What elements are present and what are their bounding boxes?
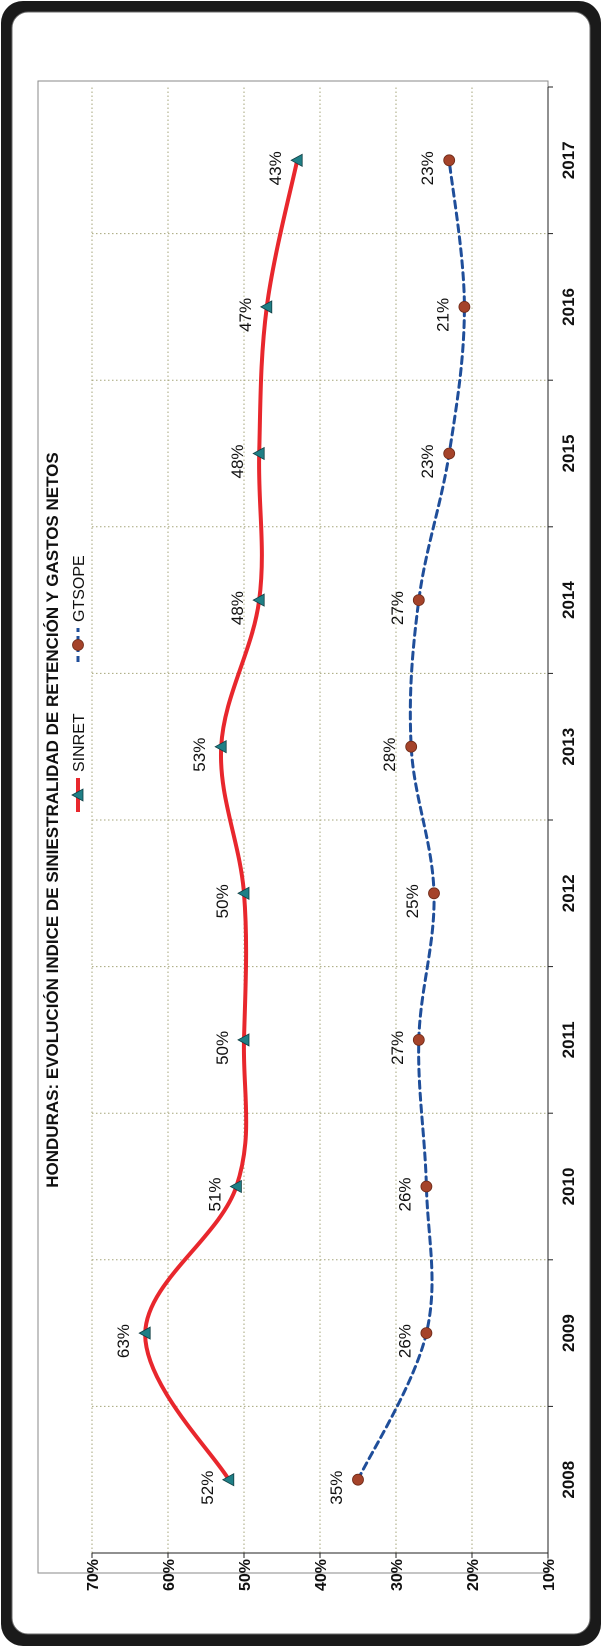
data-label: 50% xyxy=(213,884,232,918)
data-point-marker xyxy=(428,887,440,900)
data-label: 48% xyxy=(228,444,247,478)
series-group: 52% 63% 51% 50% 50% 53% 48% 48% 47% 43% 35% 26% 26% 2… xyxy=(114,151,471,1505)
data-label: 27% xyxy=(388,591,407,625)
data-point-marker xyxy=(229,1179,242,1194)
data-point-marker xyxy=(221,1473,235,1487)
data-label: 43% xyxy=(266,151,285,185)
category-tick-label: 2012 xyxy=(559,874,578,912)
data-label: 25% xyxy=(403,884,422,918)
data-point-marker xyxy=(252,446,265,461)
data-label: 47% xyxy=(236,298,255,332)
legend-swatch-marker xyxy=(71,788,84,802)
value-axis-ticks: 10% 20% 30% 40% 50% 60% 70% xyxy=(85,1553,558,1591)
data-point-marker xyxy=(412,594,425,606)
data-point-marker xyxy=(259,300,273,314)
category-tick-label: 2016 xyxy=(559,288,578,326)
category-tick-label: 2009 xyxy=(559,1314,578,1352)
value-tick-label: 30% xyxy=(389,1559,406,1591)
category-tick-label: 2014 xyxy=(559,581,578,619)
data-point-marker xyxy=(252,593,265,607)
data-point-marker xyxy=(412,1034,425,1046)
data-point-marker xyxy=(443,154,456,167)
value-tick-label: 50% xyxy=(237,1559,254,1591)
category-tick-label: 2015 xyxy=(559,435,578,473)
category-tick-label: 2010 xyxy=(559,1168,578,1206)
chart-panel xyxy=(11,11,591,1635)
value-tick-label: 60% xyxy=(161,1559,178,1591)
data-label: 52% xyxy=(198,1471,217,1505)
data-point-marker xyxy=(290,153,303,167)
rotated-plot-group: HONDURAS: EVOLUCIÓN INDICE DE SINIESTRAL… xyxy=(37,80,578,1591)
data-point-marker xyxy=(443,447,456,460)
chart-title: HONDURAS: EVOLUCIÓN INDICE DE SINIESTRAL… xyxy=(43,452,62,1188)
legend: SINRET GTSOPE xyxy=(71,555,88,812)
data-label: 26% xyxy=(395,1324,414,1358)
value-tick-label: 70% xyxy=(85,1559,102,1591)
data-point-marker xyxy=(214,740,227,754)
data-label: 26% xyxy=(395,1177,414,1211)
series-line xyxy=(143,158,300,1482)
category-tick-label: 2011 xyxy=(559,1021,578,1058)
data-point-marker xyxy=(405,740,418,753)
data-label: 53% xyxy=(190,738,209,772)
data-label: 48% xyxy=(228,591,247,625)
value-tick-label: 40% xyxy=(313,1559,330,1591)
category-tick-label: 2008 xyxy=(559,1461,578,1499)
data-label: 21% xyxy=(433,298,452,332)
series-line xyxy=(356,158,466,1482)
grid-horizontal xyxy=(91,87,473,1553)
category-axis-ticks: 2008 2009 2010 2011 2012 2013 2014 2015 2016 2017 xyxy=(548,86,578,1499)
legend-label: GTSOPE xyxy=(71,555,88,622)
data-point-marker xyxy=(138,1326,151,1340)
data-label: 28% xyxy=(380,738,399,772)
data-label: 35% xyxy=(327,1471,346,1505)
data-point-marker xyxy=(237,1033,250,1047)
data-label: 23% xyxy=(418,444,437,478)
data-label: 23% xyxy=(418,151,437,185)
series-gtsope: 35% 26% 26% 27% 25% 28% 27% 23% 21% 23% xyxy=(327,151,471,1505)
series-sinret: 52% 63% 51% 50% 50% 53% 48% 48% 47% 43% xyxy=(114,151,303,1505)
category-tick-label: 2017 xyxy=(559,141,578,179)
data-label: 51% xyxy=(205,1177,224,1211)
data-label: 27% xyxy=(388,1031,407,1065)
data-point-marker xyxy=(352,1473,364,1486)
data-point-marker xyxy=(458,301,471,313)
data-label: 63% xyxy=(114,1324,133,1358)
data-label: 50% xyxy=(213,1031,232,1065)
category-tick-label: 2013 xyxy=(559,728,578,766)
legend-label: SINRET xyxy=(71,713,88,772)
data-point-marker xyxy=(420,1180,433,1193)
legend-swatch-marker xyxy=(72,639,84,651)
value-tick-label: 20% xyxy=(465,1559,482,1591)
value-tick-label: 10% xyxy=(541,1559,558,1591)
data-point-marker xyxy=(237,886,250,900)
data-point-marker xyxy=(420,1327,433,1340)
